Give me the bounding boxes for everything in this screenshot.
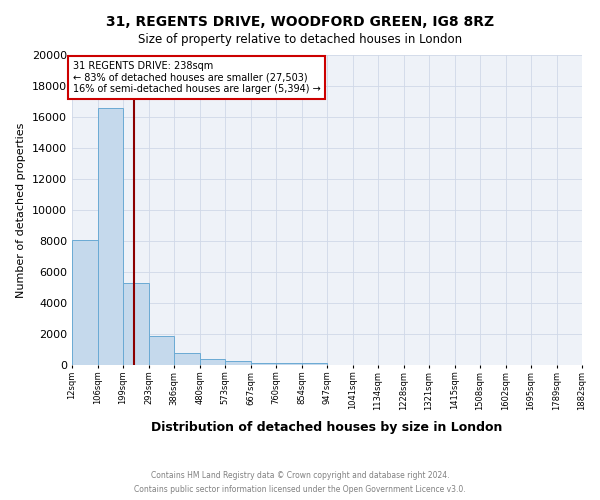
- Bar: [72, 240, 98, 365]
- Bar: [251, 362, 276, 365]
- Bar: [276, 363, 302, 365]
- Bar: [200, 359, 225, 365]
- Text: 31 REGENTS DRIVE: 238sqm
← 83% of detached houses are smaller (27,503)
16% of se: 31 REGENTS DRIVE: 238sqm ← 83% of detach…: [73, 61, 320, 94]
- Bar: [225, 362, 251, 365]
- Y-axis label: Number of detached properties: Number of detached properties: [16, 122, 26, 298]
- Text: Contains HM Land Registry data © Crown copyright and database right 2024.
Contai: Contains HM Land Registry data © Crown c…: [134, 472, 466, 494]
- Bar: [302, 363, 327, 365]
- Bar: [149, 336, 174, 365]
- Text: Size of property relative to detached houses in London: Size of property relative to detached ho…: [138, 32, 462, 46]
- Bar: [98, 108, 123, 365]
- Text: 31, REGENTS DRIVE, WOODFORD GREEN, IG8 8RZ: 31, REGENTS DRIVE, WOODFORD GREEN, IG8 8…: [106, 15, 494, 29]
- X-axis label: Distribution of detached houses by size in London: Distribution of detached houses by size …: [151, 421, 503, 434]
- Bar: [123, 283, 149, 365]
- Bar: [174, 352, 200, 365]
